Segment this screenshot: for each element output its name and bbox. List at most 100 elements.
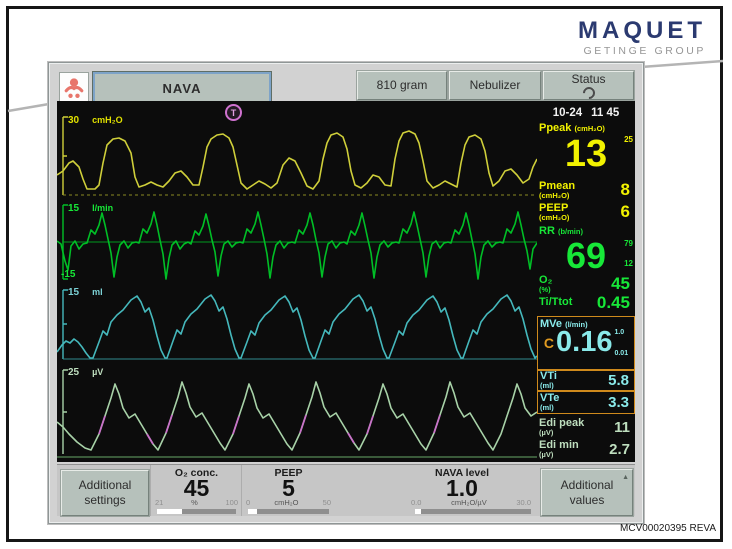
edi-peak-unit: (µV) [539,427,554,437]
pressure-curve [57,130,537,190]
rr-value-block: RR (b/min) 79 12 69 [537,226,635,282]
trigger-indicator-icon: T [225,104,242,121]
volume-curve [57,294,537,359]
nava-level-unit: cmH₂O/µV [451,498,487,507]
pmean-label: Pmean [539,179,576,192]
o2-row: O₂ (%) 45 [537,273,635,295]
flow-unit: l/min [92,203,114,213]
expand-up-icon: ▲ [622,474,629,481]
rr-label: RR [539,225,555,237]
ventilator-screen: NAVA 810 gram Nebulizer Status T [48,62,644,524]
vte-value: 3.3 [608,394,629,411]
peep-unit: (cmH₂O) [539,212,570,222]
vte-unit: (ml) [540,403,554,412]
o2-conc-slider[interactable] [157,509,236,514]
peep-slider-fill [248,509,257,514]
o2-conc-unit: % [191,498,198,507]
edi-min-label: Edi min [539,438,579,451]
nava-level-value: 1.0 [446,475,478,501]
rr-alarm-high: 79 [624,239,633,248]
edi-scale: 25 [68,367,80,378]
flow-waveform-panel: 15 l/min -15 [57,199,537,284]
o2-conc-slider-fill [157,509,183,514]
edi-trigger-segment [299,414,307,434]
edi-min-unit: (µV) [539,449,554,459]
nava-range-min: 0.0 [411,498,422,507]
peep-spinner[interactable]: PEEP 5 0 cmH₂O 50 [241,465,335,516]
volume-waveform-panel: 15 ml [57,284,537,362]
status-button-label: Status [571,71,606,86]
titot-label: Ti/Ttot [539,296,573,308]
measured-values-panel: 10-24 11 45 Ppeak (cmH₂O) 25 13 Pmean (c… [537,101,635,462]
edi-trigger-segment [98,415,106,435]
monitor-area: T 30 cmH₂O [57,101,635,462]
o2-unit: (%) [539,284,551,294]
brand-name: MAQUET [578,17,706,44]
nava-level-slider[interactable] [415,509,531,514]
patient-weight-button[interactable]: 810 gram [357,71,447,100]
pressure-unit: cmH₂O [92,115,123,125]
brand-logo: MAQUET GETINGE GROUP [578,18,706,58]
peep-value: 6 [620,202,630,221]
o2-conc-spinner[interactable]: O₂ conc. 45 21 % 100 [150,465,242,516]
rr-value: 69 [565,235,607,276]
nebulizer-button[interactable]: Nebulizer [449,71,541,100]
rr-alarm-low: 12 [624,259,633,268]
patient-category-button[interactable] [59,72,89,103]
vti-value: 5.8 [608,372,629,389]
volume-scale: 15 [68,287,80,298]
mve-alarm-high: 1.0 [614,328,625,336]
pmean-value: 8 [620,180,630,199]
ppeak-value: 13 [564,133,608,175]
peep-setting-unit: cmH₂O [274,498,299,507]
datetime: 10-24 11 45 [537,107,635,119]
pressure-axis [62,116,68,195]
peep-range-min: 0 [246,498,251,507]
edi-peak-label: Edi peak [539,416,585,429]
edi-trigger-segment [146,433,154,445]
time: 11 45 [591,107,620,119]
pmean-unit: (cmH₂O) [539,190,570,200]
peep-range-max: 50 [322,498,331,507]
pressure-scale: 30 [68,115,80,126]
pmean-row: Pmean (cmH₂O) 8 [537,179,635,201]
mve-alarm-low: 0.01 [614,349,629,357]
titot-value: 0.45 [596,292,630,312]
infant-icon [64,77,84,98]
mve-value-box: MVe (l/min) C 0.16 1.0 0.01 [537,316,635,370]
vti-label: VTi [540,370,557,382]
mve-c-flag: C [543,334,555,351]
additional-values-button[interactable]: ▲ Additional values [541,469,633,516]
ppeak-unit: (cmH₂O) [574,124,605,133]
mve-unit: (l/min) [565,320,588,329]
vte-value-box: VTe (ml) 3.3 [537,391,635,414]
edi-curve [57,381,537,451]
rr-unit: (b/min) [557,227,583,236]
volume-axis [62,289,68,359]
mode-button[interactable]: NAVA [93,72,271,104]
vti-value-box: VTi (ml) 5.8 [537,370,635,391]
edi-axis [62,369,68,454]
waveform-area: T 30 cmH₂O [57,101,537,462]
additional-settings-button[interactable]: Additional settings [61,470,149,516]
mve-label: MVe [540,318,563,330]
edi-min-value: 2.7 [609,440,630,458]
edi-waveform-panel: 25 µV [57,362,537,462]
vte-label: VTe [540,392,560,404]
pressure-waveform-panel: 30 cmH₂O [57,101,537,199]
ppeak-value-block: Ppeak (cmH₂O) 25 13 [537,123,635,177]
nava-level-spinner[interactable]: NAVA level 1.0 0.0 cmH₂O/µV 30.0 [387,465,537,516]
status-button[interactable]: Status [543,71,634,101]
o2-conc-value: 45 [183,475,210,501]
flow-curve [57,211,537,280]
edi-unit: µV [92,367,104,377]
o2-value: 45 [611,274,630,293]
edi-trigger-segment [232,415,240,435]
nava-level-label: NAVA level [434,467,490,479]
brand-group: GETINGE GROUP [583,45,706,57]
peep-setting-label: PEEP [274,467,303,479]
edi-peak-value: 11 [614,418,630,436]
ppeak-alarm-high: 25 [624,135,633,144]
o2-label: O₂ [539,273,553,286]
peep-slider[interactable] [248,509,329,514]
